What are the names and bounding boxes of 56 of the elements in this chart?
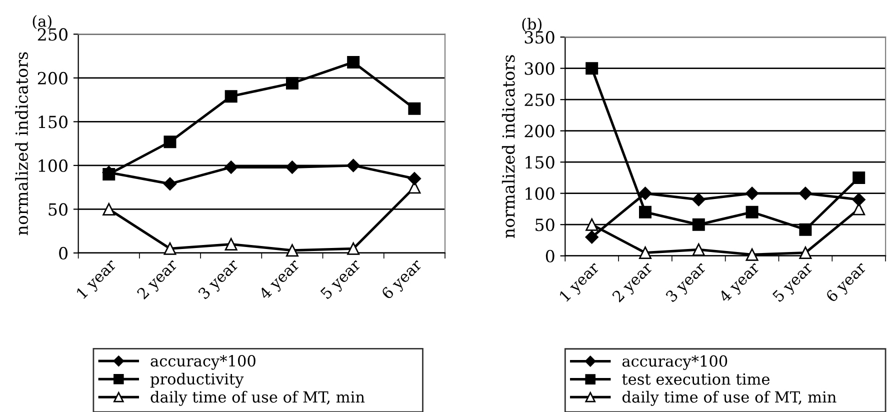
legend-label: daily time of use of MT, min <box>622 390 836 406</box>
point <box>163 177 177 190</box>
point <box>164 242 176 255</box>
point <box>102 202 116 216</box>
point <box>286 76 298 90</box>
point <box>638 186 652 200</box>
legend-label: productivity <box>150 372 244 388</box>
point <box>408 172 422 186</box>
y-tick-label: 200 <box>38 72 68 85</box>
legend-label: test execution time <box>622 373 770 385</box>
point <box>346 158 360 172</box>
y-tick-label: 300 <box>524 62 554 75</box>
legend-label: daily time of use of MT, min <box>150 390 365 406</box>
y-tick-label: 200 <box>524 124 554 138</box>
point <box>286 160 299 174</box>
point <box>639 206 652 218</box>
point <box>347 56 360 68</box>
point <box>224 160 238 174</box>
point <box>799 246 812 259</box>
point <box>164 136 176 148</box>
y-tick-label: 100 <box>526 187 554 200</box>
y-tick-label: 150 <box>38 116 68 128</box>
y-tick-label: 150 <box>526 156 554 169</box>
point <box>585 230 598 244</box>
y-tick-label: 0 <box>546 250 554 262</box>
point <box>347 242 360 255</box>
point <box>639 246 652 259</box>
text: (b) <box>522 18 542 32</box>
point <box>852 193 866 206</box>
point <box>286 244 298 257</box>
y-tick-label: 250 <box>524 94 554 106</box>
text: (a) <box>32 15 52 30</box>
point <box>799 223 812 236</box>
legend-label: accuracy*100 <box>622 355 728 370</box>
point <box>852 171 866 184</box>
point <box>408 102 421 115</box>
point <box>586 218 598 231</box>
point <box>692 243 705 256</box>
y-tick-label: 100 <box>38 159 68 172</box>
y-tick-label: 50 <box>536 218 554 232</box>
point <box>692 193 706 206</box>
point <box>224 90 238 103</box>
point <box>224 238 238 250</box>
point <box>586 62 598 75</box>
point <box>798 186 812 200</box>
y-tick-label: 50 <box>48 203 68 216</box>
y-tick-label: 350 <box>524 31 554 44</box>
point <box>692 218 705 231</box>
legend-label: accuracy*100 <box>150 355 256 370</box>
y-tick-label: 0 <box>59 246 68 260</box>
point <box>746 248 758 261</box>
y-axis-title: normalized indicators <box>15 52 28 236</box>
point <box>746 206 758 218</box>
y-axis-title: normalized indicators <box>502 55 515 238</box>
point <box>745 186 759 200</box>
y-tick-label: 250 <box>38 28 68 41</box>
